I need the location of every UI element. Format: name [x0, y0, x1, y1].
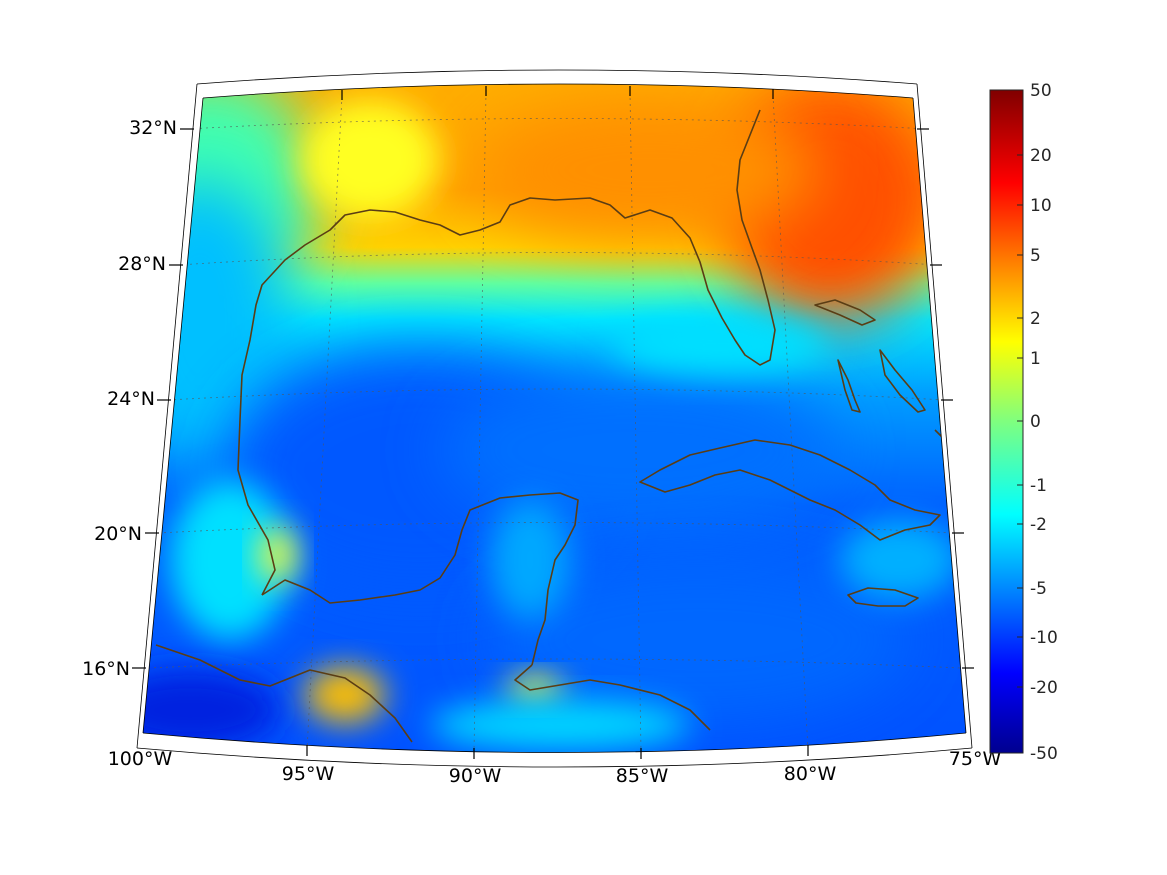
coastline-gulf-us: [237, 109, 776, 596]
colorbar-tick-0: 0: [1030, 412, 1041, 432]
lon-label-85w: 85°W: [616, 765, 669, 787]
colorbar-ticks: [1017, 154, 1023, 688]
colorbar: 50 20 10 5 2 1 0 -1 -2 -5 -10 -20 -50: [989, 81, 1058, 764]
latitude-labels: 16°N 20°N 24°N 28°N 32°N: [82, 117, 177, 680]
map-frame: [136, 69, 973, 768]
lat-label-20n: 20°N: [94, 523, 142, 545]
map-ticks: [132, 86, 974, 759]
colorbar-tick-neg1: -1: [1030, 476, 1047, 496]
colorbar-tick-neg10: -10: [1030, 628, 1058, 648]
coastline-bahamas-3: [814, 299, 876, 326]
lat-label-16n: 16°N: [82, 658, 130, 680]
colorbar-tick-1: 1: [1030, 349, 1041, 369]
coastline-pacific: [155, 644, 413, 743]
colorbar-tick-neg5: -5: [1030, 579, 1047, 599]
lon-label-100w: 100°W: [108, 748, 173, 770]
lon-label-80w: 80°W: [784, 763, 837, 785]
coastline-bahamas-1: [837, 359, 861, 413]
coastline-central-america: [514, 664, 711, 731]
longitude-labels: 100°W 95°W 90°W 85°W 80°W 75°W: [108, 748, 1002, 787]
coastline-bahamas-2: [879, 349, 926, 413]
colorbar-tick-neg20: -20: [1030, 678, 1058, 698]
coastline-jamaica: [847, 587, 919, 607]
map-field: [143, 84, 966, 753]
colorbar-tick-5: 5: [1030, 246, 1041, 266]
lon-label-90w: 90°W: [449, 765, 502, 787]
coastlines: [155, 109, 951, 743]
lon-label-95w: 95°W: [282, 763, 335, 785]
colorbar-tick-20: 20: [1030, 146, 1052, 166]
colorbar-tick-10: 10: [1030, 196, 1052, 216]
coastline-cuba: [639, 439, 941, 541]
lat-label-24n: 24°N: [107, 388, 155, 410]
colorbar-tick-50: 50: [1030, 81, 1052, 101]
colorbar-tick-neg2: -2: [1030, 515, 1047, 535]
colorbar-tick-2: 2: [1030, 309, 1041, 329]
lat-label-28n: 28°N: [118, 253, 166, 275]
lon-label-75w: 75°W: [949, 748, 1002, 770]
lat-label-32n: 32°N: [129, 117, 177, 139]
colorbar-tick-neg50: -50: [1030, 744, 1058, 764]
coastline-mexico: [261, 492, 579, 666]
